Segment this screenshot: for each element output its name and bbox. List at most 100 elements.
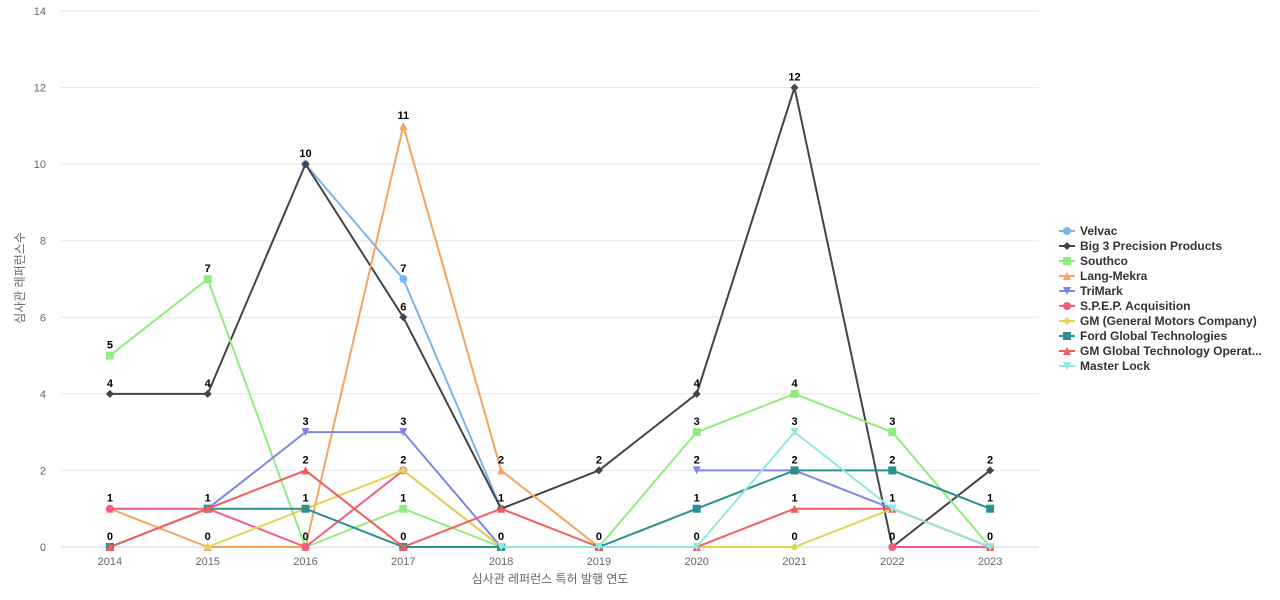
data-label: 1	[889, 493, 895, 505]
x-tick-label: 2019	[587, 556, 611, 568]
data-point	[790, 466, 799, 475]
data-label: 3	[400, 416, 406, 428]
data-label: 4	[107, 378, 114, 390]
data-label: 1	[302, 493, 308, 505]
legend-item[interactable]: Velvac	[1059, 224, 1118, 238]
legend-item[interactable]: S.P.E.P. Acquisition	[1059, 299, 1190, 313]
data-point	[986, 466, 995, 475]
data-point	[203, 275, 212, 283]
legend-item[interactable]: Ford Global Technologies	[1059, 329, 1227, 343]
y-tick-label: 2	[40, 465, 46, 477]
legend-item[interactable]: Big 3 Precision Products	[1059, 239, 1222, 253]
y-tick-label: 8	[40, 236, 46, 248]
data-point	[399, 543, 408, 551]
data-point	[692, 428, 701, 437]
x-tick-label: 2020	[684, 556, 708, 568]
data-label: 0	[889, 531, 895, 543]
y-axis-ticks: 0 2 4 6 8 10 12 14	[34, 6, 46, 554]
legend-label: Master Lock	[1080, 359, 1150, 373]
data-label: 10	[299, 148, 311, 160]
data-point	[203, 543, 212, 551]
legend-symbol	[1063, 257, 1071, 265]
data-label: 3	[694, 416, 700, 428]
legend-label: GM Global Technology Operat...	[1080, 344, 1262, 358]
series-line	[206, 431, 992, 548]
data-label: 2	[498, 454, 504, 466]
series-line	[108, 86, 992, 548]
data-point	[594, 466, 603, 475]
y-tick-label: 6	[40, 312, 46, 324]
x-tick-label: 2016	[293, 556, 317, 568]
data-point	[497, 543, 506, 551]
x-tick-label: 2017	[391, 556, 415, 568]
data-point	[497, 504, 506, 513]
data-point	[986, 504, 995, 513]
data-label: 5	[107, 340, 113, 352]
data-label: 0	[987, 531, 993, 543]
legend-symbol	[1063, 272, 1071, 280]
data-label: 1	[694, 493, 700, 505]
legend-item[interactable]: TriMark	[1059, 284, 1123, 298]
legend-symbol	[1063, 347, 1071, 355]
data-point	[790, 83, 799, 92]
y-tick-label: 14	[34, 6, 46, 18]
data-label: 2	[694, 454, 700, 466]
legend-item[interactable]: Southco	[1059, 254, 1128, 268]
data-label: 0	[302, 531, 308, 543]
data-point	[692, 504, 701, 513]
legend-item[interactable]: Master Lock	[1059, 359, 1150, 373]
data-point	[790, 504, 799, 513]
legend-label: Southco	[1080, 254, 1128, 268]
data-point	[301, 466, 310, 475]
data-point	[888, 428, 897, 437]
data-label: 3	[302, 416, 308, 428]
data-label: 1	[107, 493, 113, 505]
series-line	[108, 124, 600, 548]
x-axis-title: 심사관 레퍼런스 특허 발행 연도	[472, 571, 629, 586]
data-label: 11	[397, 110, 409, 122]
data-label: 0	[107, 531, 113, 543]
data-label: 1	[400, 493, 406, 505]
data-point	[986, 543, 995, 551]
data-point	[692, 466, 701, 475]
data-point	[497, 466, 506, 475]
data-point	[301, 504, 310, 513]
data-point	[301, 543, 310, 551]
data-point	[692, 389, 701, 398]
series-lang-mekra	[105, 121, 603, 551]
legend-symbol	[1063, 227, 1071, 235]
legend-label: GM (General Motors Company)	[1080, 314, 1257, 328]
data-point	[105, 389, 114, 398]
y-tick-label: 10	[34, 159, 46, 171]
legend-label: Big 3 Precision Products	[1080, 239, 1222, 253]
data-point	[594, 543, 603, 551]
data-point	[301, 428, 310, 437]
legend-label: Ford Global Technologies	[1080, 329, 1227, 343]
y-axis-title: 심사관 레퍼런스수	[13, 232, 27, 324]
legend-symbol	[1063, 287, 1071, 295]
series-line	[108, 469, 992, 548]
data-label: 4	[791, 378, 798, 390]
data-point	[105, 504, 114, 513]
legend-item[interactable]: Lang-Mekra	[1059, 269, 1148, 283]
legend-item[interactable]: GM Global Technology Operat...	[1059, 344, 1262, 358]
data-point	[399, 428, 408, 437]
legend-item[interactable]: GM (General Motors Company)	[1059, 314, 1257, 328]
data-label: 0	[791, 531, 797, 543]
data-point	[203, 504, 212, 513]
data-label: 1	[791, 493, 797, 505]
data-point	[399, 121, 408, 130]
data-label: 1	[987, 493, 993, 505]
data-point	[692, 543, 701, 551]
data-point	[888, 543, 897, 551]
data-point	[790, 428, 799, 437]
data-label: 0	[498, 531, 504, 543]
data-point	[399, 275, 408, 283]
legend-symbol	[1063, 302, 1071, 310]
data-label: 6	[400, 301, 406, 313]
series-lines	[105, 83, 995, 551]
data-label: 0	[596, 531, 602, 543]
data-point	[399, 504, 408, 513]
